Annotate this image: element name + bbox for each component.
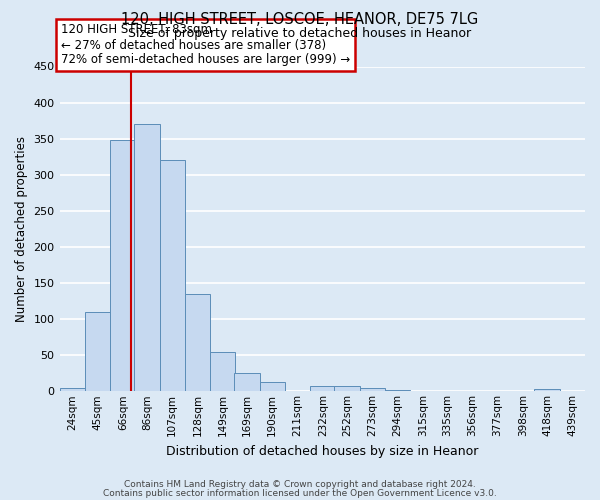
Bar — [110, 140, 136, 392]
Bar — [385, 390, 410, 392]
Bar — [234, 373, 260, 392]
Text: Contains HM Land Registry data © Crown copyright and database right 2024.: Contains HM Land Registry data © Crown c… — [124, 480, 476, 489]
Bar — [310, 386, 335, 392]
Bar — [359, 388, 385, 392]
Text: Size of property relative to detached houses in Heanor: Size of property relative to detached ho… — [128, 28, 472, 40]
Text: 120 HIGH STREET: 83sqm
← 27% of detached houses are smaller (378)
72% of semi-de: 120 HIGH STREET: 83sqm ← 27% of detached… — [61, 24, 350, 66]
Text: Contains public sector information licensed under the Open Government Licence v3: Contains public sector information licen… — [103, 489, 497, 498]
Bar — [59, 388, 85, 392]
Bar — [85, 312, 110, 392]
Bar — [334, 386, 359, 392]
X-axis label: Distribution of detached houses by size in Heanor: Distribution of detached houses by size … — [166, 444, 478, 458]
Y-axis label: Number of detached properties: Number of detached properties — [15, 136, 28, 322]
Bar — [160, 160, 185, 392]
Bar — [210, 352, 235, 392]
Bar — [535, 389, 560, 392]
Bar — [260, 382, 285, 392]
Bar — [134, 124, 160, 392]
Text: 120, HIGH STREET, LOSCOE, HEANOR, DE75 7LG: 120, HIGH STREET, LOSCOE, HEANOR, DE75 7… — [121, 12, 479, 28]
Bar — [185, 294, 210, 392]
